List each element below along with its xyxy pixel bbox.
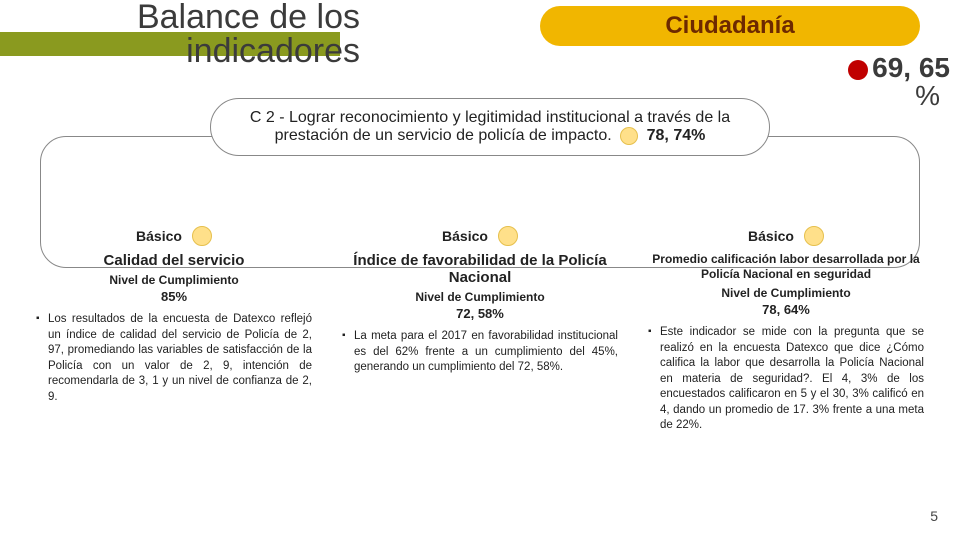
objective-pill: C 2 - Lograr reconocimiento y legitimida…: [210, 98, 770, 156]
level-label: Básico: [136, 228, 182, 244]
compliance-value: 78, 64%: [648, 302, 924, 317]
level-dot-icon: [192, 226, 212, 246]
compliance-label: Nivel de Cumplimiento: [648, 286, 924, 300]
level-label: Básico: [748, 228, 794, 244]
page-title: Balance de los indicadores: [60, 0, 360, 68]
indicator-col-3: Básico Promedio calificación labor desar…: [642, 226, 930, 434]
indicator-description: La meta para el 2017 en favorabilidad in…: [342, 329, 618, 376]
level-dot-icon: [498, 226, 518, 246]
level-row: Básico: [648, 226, 924, 246]
indicator-description: Este indicador se mide con la pregunta q…: [648, 325, 924, 434]
objective-code: C 2: [250, 109, 275, 126]
category-pill: Ciudadanía: [540, 6, 920, 46]
compliance-label: Nivel de Cumplimiento: [342, 290, 618, 304]
level-row: Básico: [342, 226, 618, 246]
indicator-title: Calidad del servicio: [36, 252, 312, 269]
compliance-label: Nivel de Cumplimiento: [36, 273, 312, 287]
level-dot-icon: [804, 226, 824, 246]
level-row: Básico: [36, 226, 312, 246]
indicator-title: Promedio calificación labor desarrollada…: [648, 252, 924, 282]
status-dot-yellow: [620, 127, 638, 145]
overall-metric: 69, 65 %: [840, 52, 950, 112]
indicator-columns: Básico Calidad del servicio Nivel de Cum…: [30, 226, 930, 434]
indicator-col-1: Básico Calidad del servicio Nivel de Cum…: [30, 226, 318, 434]
compliance-value: 85%: [36, 289, 312, 304]
objective-value: 78, 74%: [647, 127, 706, 144]
page-number: 5: [930, 508, 938, 524]
level-label: Básico: [442, 228, 488, 244]
status-dot-red: [848, 60, 868, 80]
compliance-value: 72, 58%: [342, 306, 618, 321]
category-label: Ciudadanía: [665, 12, 794, 40]
overall-metric-value: 69, 65: [872, 52, 950, 83]
indicator-title: Índice de favorabilidad de la Policía Na…: [342, 252, 618, 286]
indicator-col-2: Básico Índice de favorabilidad de la Pol…: [336, 226, 624, 434]
percent-symbol: %: [840, 80, 950, 112]
indicator-description: Los resultados de la encuesta de Datexco…: [36, 312, 312, 405]
